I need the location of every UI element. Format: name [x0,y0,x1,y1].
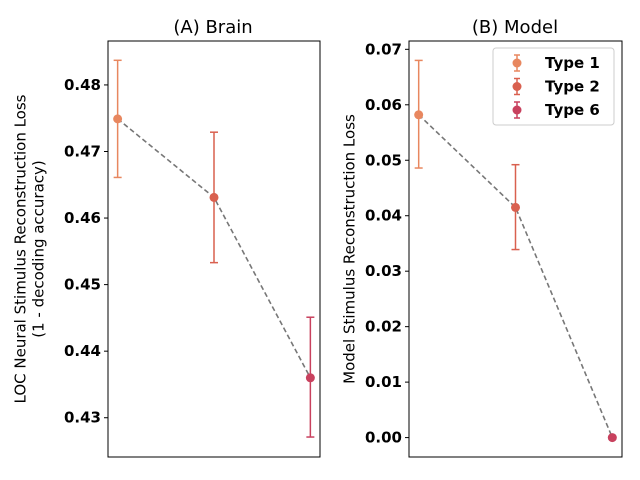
panel-a-ytick-label: 0.47 [64,142,101,160]
panel-b-point-type-1 [414,110,424,120]
panel-b-ytick-label: 0.03 [365,262,402,280]
panel-b-ytick-label: 0.04 [365,207,402,225]
panel-b-ytick-label: 0.05 [365,151,402,169]
panel-b-legend-marker-type-6 [512,105,522,115]
panel-b-point-type-6 [607,433,617,443]
panel-b-legend [492,47,615,126]
panel-b-legend-label-type-1: Type 1 [545,54,600,72]
panel-b-ytick-label: 0.00 [365,429,402,447]
panel-a-ytick-label: 0.43 [64,409,101,427]
panel-b-axes-frame [408,40,623,458]
panel-a-ylabel: (1 - decoding accuracy) [30,160,48,338]
panel-b-ytick-label: 0.02 [365,318,402,336]
panel-b-ytick-label: 0.01 [365,373,402,391]
panel-a-title: (A) Brain [173,17,252,38]
panel-b-legend-marker-type-1 [512,58,522,68]
panel-a-ytick-label: 0.48 [64,76,101,94]
panel-a-ytick-label: 0.45 [64,276,101,294]
panel-b-legend-label-type-2: Type 2 [545,78,600,96]
panel-a-ytick-label: 0.46 [64,209,101,227]
panel-b-ytick-label: 0.06 [365,96,402,114]
panel-b-legend-label-type-6: Type 6 [545,101,600,119]
panel-a-axes-frame [107,40,321,458]
panel-b-trend-line [418,114,614,438]
panel-a-ylabel: LOC Neural Stimulus Reconstruction Loss [12,94,30,403]
panel-b-ylabel: Model Stimulus Reconstruction Loss [341,114,359,384]
panel-b-point-type-2 [511,202,520,212]
panel-a-point-type-1 [113,114,123,124]
panel-a-point-type-6 [305,373,315,383]
panel-b-title: (B) Model [472,17,558,38]
panel-a-ytick-label: 0.44 [64,342,101,360]
panel-b-ytick-label: 0.07 [365,40,402,58]
panel-a-point-type-2 [209,192,219,202]
panel-b-legend-marker-type-2 [512,82,522,91]
